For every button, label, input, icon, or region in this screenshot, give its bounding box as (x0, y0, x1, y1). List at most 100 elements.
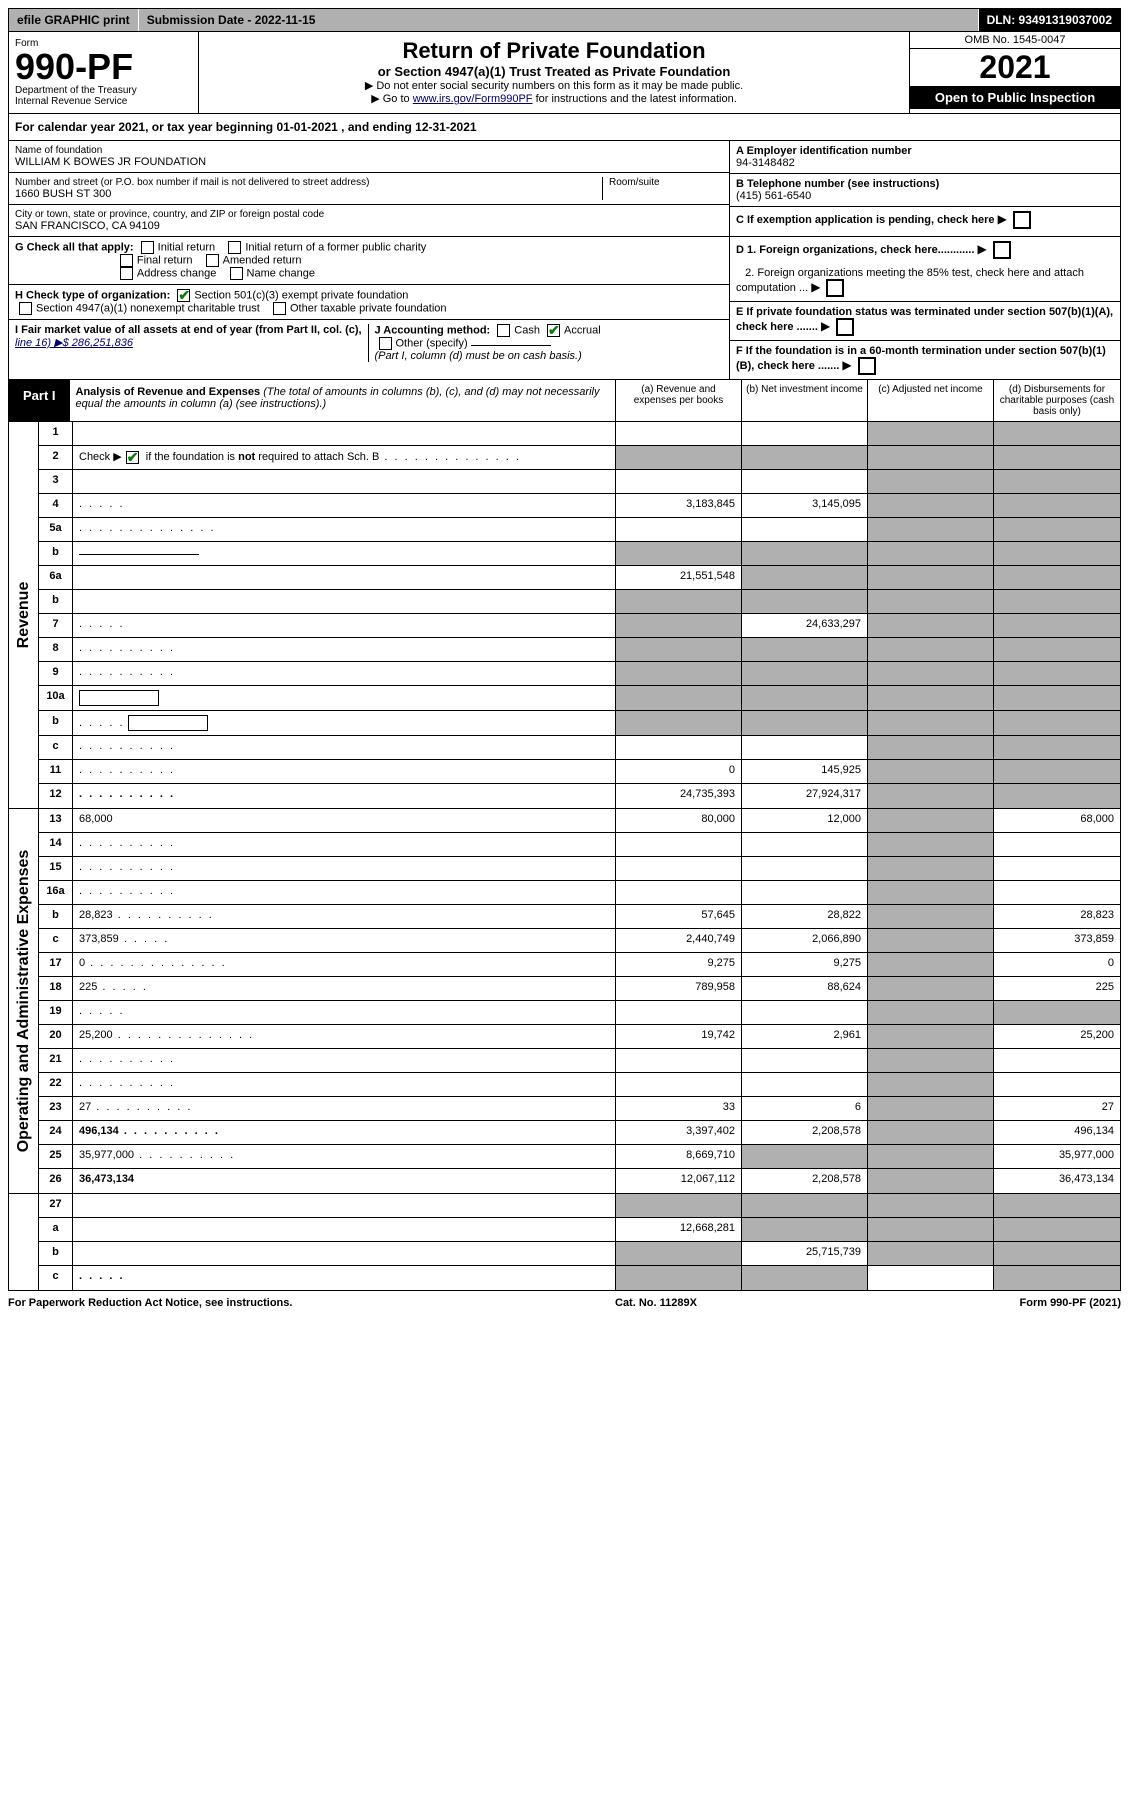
form-note2: ▶ Go to www.irs.gov/Form990PF for instru… (205, 92, 903, 105)
row-26: 2636,473,13412,067,1122,208,57836,473,13… (39, 1169, 1120, 1193)
revenue-side-label: Revenue (9, 422, 39, 808)
line-h: H Check type of organization: Section 50… (9, 284, 729, 319)
col-a-head: (a) Revenue and expenses per books (616, 380, 742, 421)
row-22: 22 (39, 1073, 1120, 1097)
row-18: 18225789,95888,624225 (39, 977, 1120, 1001)
row-9: 9 (39, 662, 1120, 686)
phone-row: B Telephone number (see instructions) (4… (730, 174, 1120, 207)
header-right: OMB No. 1545-0047 2021 Open to Public In… (910, 32, 1120, 113)
row-10c: c (39, 736, 1120, 760)
checkbox-cash[interactable] (497, 324, 510, 337)
room-suite-label: Room/suite (609, 177, 723, 188)
row-5b: b (39, 542, 1120, 566)
box-d1-checkbox[interactable] (993, 241, 1011, 259)
checkbox-501c3[interactable] (177, 289, 190, 302)
entity-right: A Employer identification number 94-3148… (730, 141, 1120, 236)
topbar: efile GRAPHIC print Submission Date - 20… (8, 8, 1121, 32)
checkbox-accrual[interactable] (547, 324, 560, 337)
header-mid: Return of Private Foundation or Section … (199, 32, 910, 113)
header-left: Form 990-PF Department of the Treasury I… (9, 32, 199, 113)
checkbox-name-change[interactable] (230, 267, 243, 280)
omb-number: OMB No. 1545-0047 (910, 32, 1120, 49)
row-15: 15 (39, 857, 1120, 881)
row-10a: 10a (39, 686, 1120, 711)
row-27: 27 (39, 1194, 1120, 1218)
footer-mid: Cat. No. 11289X (615, 1297, 697, 1309)
efile-print-button[interactable]: efile GRAPHIC print (9, 9, 139, 31)
row-20: 2025,20019,7422,96125,200 (39, 1025, 1120, 1049)
row-13: 1368,00080,00012,00068,000 (39, 809, 1120, 833)
city-state-zip: SAN FRANCISCO, CA 94109 (15, 220, 723, 232)
row-14: 14 (39, 833, 1120, 857)
checkbox-address-change[interactable] (120, 267, 133, 280)
row-10b: b (39, 711, 1120, 736)
row-17: 1709,2759,2750 (39, 953, 1120, 977)
checkbox-other-taxable[interactable] (273, 302, 286, 315)
line-d2: 2. Foreign organizations meeting the 85%… (730, 263, 1120, 301)
box-d2-checkbox[interactable] (826, 279, 844, 297)
foundation-name: WILLIAM K BOWES JR FOUNDATION (15, 156, 723, 168)
row-16a: 16a (39, 881, 1120, 905)
col-b-head: (b) Net investment income (742, 380, 868, 421)
row-16c: c373,8592,440,7492,066,890373,859 (39, 929, 1120, 953)
col-d-head: (d) Disbursements for charitable purpose… (994, 380, 1120, 421)
entity-block: Name of foundation WILLIAM K BOWES JR FO… (8, 141, 1121, 237)
checkbox-initial-return-former[interactable] (228, 241, 241, 254)
tax-year: 2021 (910, 49, 1120, 86)
line-e: E If private foundation status was termi… (730, 301, 1120, 340)
row-11: 110145,925 (39, 760, 1120, 784)
checkbox-amended-return[interactable] (206, 254, 219, 267)
check-right: D 1. Foreign organizations, check here..… (730, 237, 1120, 379)
box-e-checkbox[interactable] (836, 318, 854, 336)
row-4: 43,183,8453,145,095 (39, 494, 1120, 518)
open-to-public: Open to Public Inspection (910, 86, 1120, 109)
dept-treasury: Department of the Treasury (15, 85, 192, 96)
row-5a: 5a (39, 518, 1120, 542)
line-f: F If the foundation is in a 60-month ter… (730, 340, 1120, 379)
form-number: 990-PF (15, 49, 192, 85)
box-f-checkbox[interactable] (858, 357, 876, 375)
row-16b: b28,82357,64528,82228,823 (39, 905, 1120, 929)
form-note1: ▶ Do not enter social security numbers o… (205, 79, 903, 92)
expenses-table: 1368,00080,00012,00068,000 14 15 16a b28… (39, 809, 1120, 1193)
line-d1: D 1. Foreign organizations, check here..… (730, 237, 1120, 263)
row-21: 21 (39, 1049, 1120, 1073)
checkbox-4947a1[interactable] (19, 302, 32, 315)
footer-left: For Paperwork Reduction Act Notice, see … (8, 1297, 292, 1309)
fmv-value[interactable]: line 16) ▶$ 286,251,836 (15, 337, 133, 349)
box-c-checkbox[interactable] (1013, 211, 1031, 229)
checkbox-final-return[interactable] (120, 254, 133, 267)
row-19: 19 (39, 1001, 1120, 1025)
city-row: City or town, state or province, country… (9, 205, 729, 236)
row-8: 8 (39, 638, 1120, 662)
row-1: 1 (39, 422, 1120, 446)
form990pf-link[interactable]: www.irs.gov/Form990PF (413, 93, 533, 105)
row-27c: c (39, 1266, 1120, 1290)
part1-tag: Part I (9, 380, 70, 421)
net-side (9, 1194, 39, 1290)
checkbox-other-method[interactable] (379, 337, 392, 350)
row-25: 2535,977,0008,669,71035,977,000 (39, 1145, 1120, 1169)
expenses-side-label: Operating and Administrative Expenses (9, 809, 39, 1193)
checkbox-sch-b[interactable] (126, 451, 139, 464)
row-6a: 6a21,551,548 (39, 566, 1120, 590)
row-24: 24496,1343,397,4022,208,578496,134 (39, 1121, 1120, 1145)
check-section: G Check all that apply: Initial return I… (8, 237, 1121, 380)
expenses-block: Operating and Administrative Expenses 13… (8, 809, 1121, 1194)
revenue-table: 1 2Check ▶ if the foundation is not requ… (39, 422, 1120, 808)
line-g: G Check all that apply: Initial return I… (9, 237, 729, 284)
form-title: Return of Private Foundation (205, 38, 903, 64)
net-table: 27 a12,668,281 b25,715,739 c (39, 1194, 1120, 1290)
checkbox-initial-return[interactable] (141, 241, 154, 254)
row-3: 3 (39, 470, 1120, 494)
submission-date: Submission Date - 2022-11-15 (139, 9, 979, 31)
row-2: 2Check ▶ if the foundation is not requir… (39, 446, 1120, 470)
page-footer: For Paperwork Reduction Act Notice, see … (8, 1291, 1121, 1315)
part1-header: Part I Analysis of Revenue and Expenses … (8, 380, 1121, 422)
entity-left: Name of foundation WILLIAM K BOWES JR FO… (9, 141, 730, 236)
foundation-name-row: Name of foundation WILLIAM K BOWES JR FO… (9, 141, 729, 173)
revenue-block: Revenue 1 2Check ▶ if the foundation is … (8, 422, 1121, 809)
row-27a: a12,668,281 (39, 1218, 1120, 1242)
calendar-year-line: For calendar year 2021, or tax year begi… (8, 114, 1121, 141)
form-subtitle: or Section 4947(a)(1) Trust Treated as P… (205, 64, 903, 79)
